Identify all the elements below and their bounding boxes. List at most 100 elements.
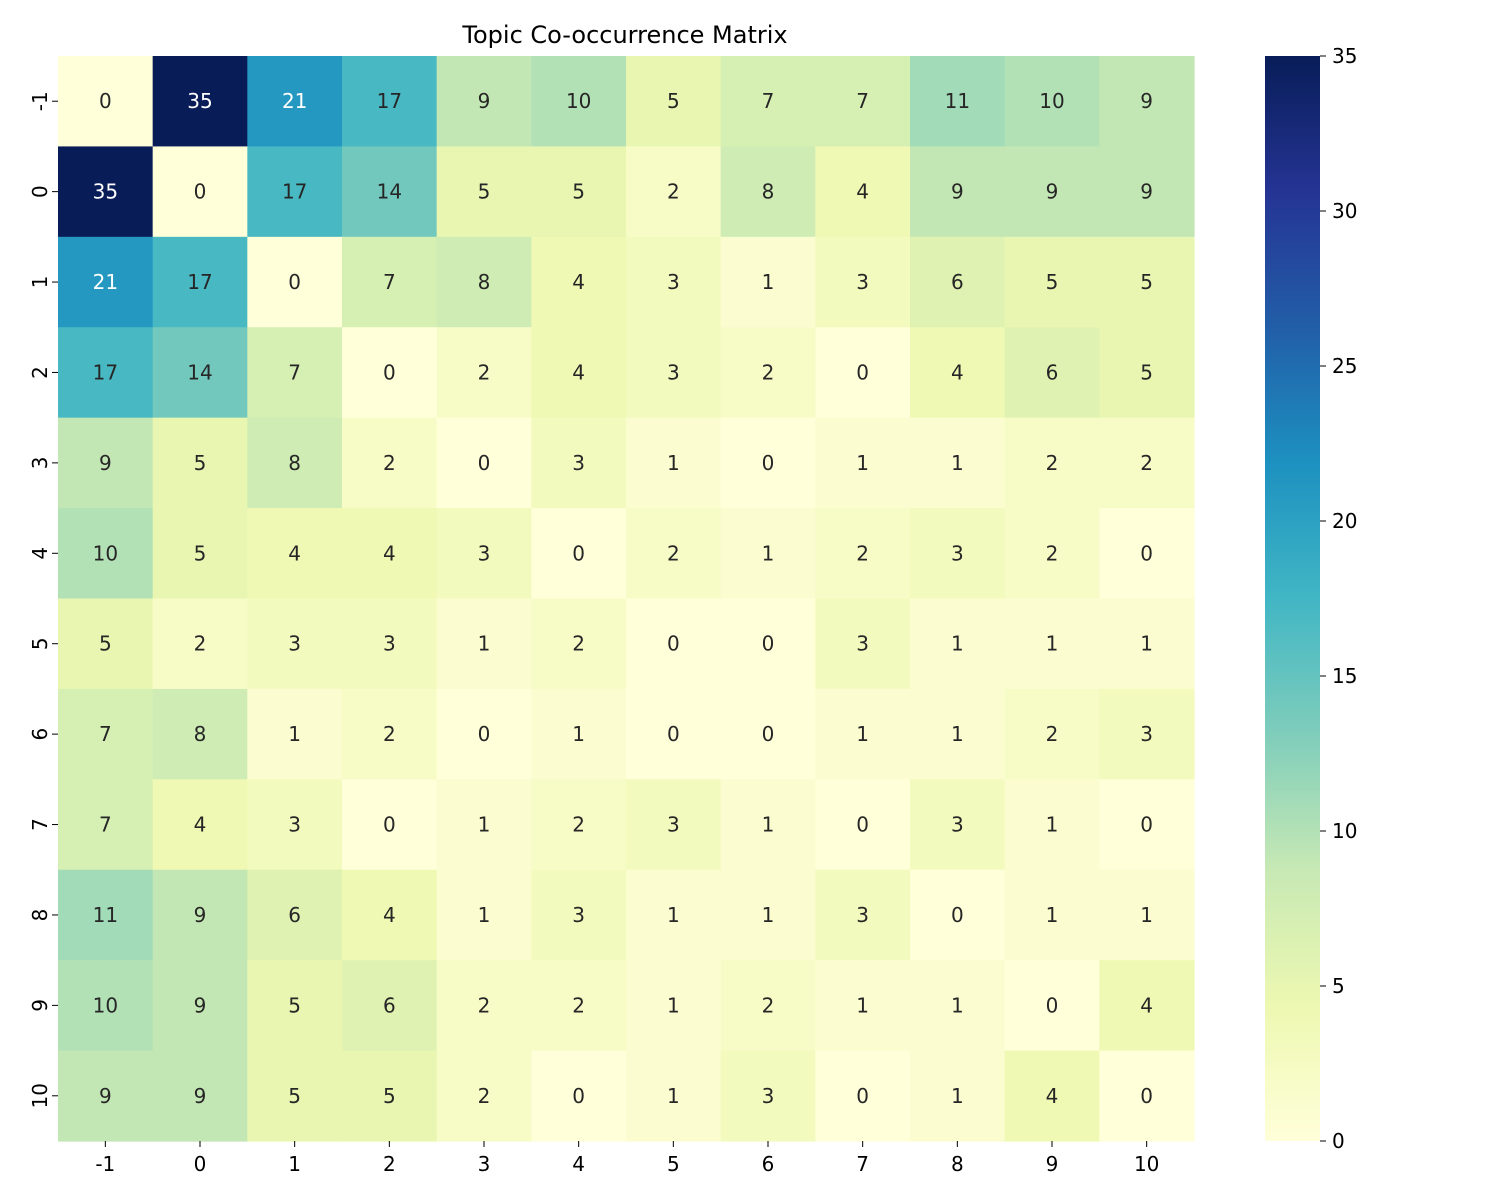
cell-value-label: 0: [99, 89, 112, 113]
heatmap-cell: [1099, 327, 1195, 419]
colorbar-tick-label: 10: [1332, 819, 1357, 843]
heatmap-cell: [58, 417, 154, 509]
heatmap-cell: [626, 236, 722, 328]
cell-value-label: 5: [1046, 270, 1059, 294]
cell-value-label: 10: [93, 541, 118, 565]
heatmap-cell: [531, 688, 627, 780]
cell-value-label: 3: [288, 813, 301, 837]
heatmap-cell: [720, 327, 816, 419]
cell-value-label: 1: [1046, 903, 1059, 927]
cell-value-label: 17: [377, 89, 402, 113]
cell-value-label: 9: [951, 180, 964, 204]
heatmap-cell: [531, 508, 627, 600]
cell-value-label: 4: [383, 541, 396, 565]
heatmap-cell: [531, 779, 627, 871]
cell-value-label: 2: [478, 1084, 491, 1108]
cell-value-label: 11: [93, 903, 118, 927]
colorbar-tick-label: 35: [1332, 44, 1357, 68]
cell-value-label: 5: [288, 993, 301, 1017]
heatmap-cell: [531, 146, 627, 238]
heatmap-cell: [342, 598, 438, 690]
colorbar-tick-label: 0: [1332, 1129, 1345, 1153]
heatmap-cell: [910, 56, 1006, 148]
heatmap-cell: [720, 1050, 816, 1142]
cell-value-label: 8: [478, 270, 491, 294]
heatmap-cell: [531, 417, 627, 509]
cell-value-label: 17: [282, 180, 307, 204]
heatmap-cell: [531, 56, 627, 148]
cell-value-label: 0: [1140, 813, 1153, 837]
cell-value-label: 2: [478, 993, 491, 1017]
cell-value-label: 10: [1039, 89, 1064, 113]
heatmap-cell: [720, 960, 816, 1052]
cell-value-label: 1: [856, 993, 869, 1017]
cell-value-label: 21: [282, 89, 307, 113]
heatmap-cell: [1099, 688, 1195, 780]
cell-value-label: 3: [1140, 722, 1153, 746]
cell-value-label: 5: [478, 180, 491, 204]
heatmap-cells: 0 35 21 17 9 10 5 7 7 11 10 935 0 17 14 5 5 2 8 4 9 9 921 17 0 7 8…: [58, 56, 1195, 1142]
cell-value-label: 7: [288, 360, 301, 384]
colorbar-tick-label: 25: [1332, 354, 1357, 378]
heatmap-cell: [1099, 236, 1195, 328]
y-tick-label: 5: [28, 637, 52, 650]
cell-value-label: 2: [572, 813, 585, 837]
cell-value-label: 4: [1046, 1084, 1059, 1108]
y-tick-label: 10: [28, 1083, 52, 1108]
cell-value-label: 10: [93, 993, 118, 1017]
heatmap-cell: [910, 960, 1006, 1052]
heatmap-cell: [58, 508, 154, 600]
heatmap-cell: [247, 688, 343, 780]
heatmap-cell: [815, 508, 911, 600]
cell-value-label: 1: [478, 632, 491, 656]
cell-value-label: 4: [572, 360, 585, 384]
heatmap-cell: [58, 236, 154, 328]
cell-value-label: 1: [951, 993, 964, 1017]
heatmap-cell: [626, 688, 722, 780]
heatmap-cell: [910, 327, 1006, 419]
x-tick-label: 2: [383, 1152, 396, 1176]
heatmap-cell: [58, 146, 154, 238]
heatmap-cell: [58, 688, 154, 780]
y-tick-label: 3: [28, 457, 52, 470]
cell-value-label: 17: [187, 270, 212, 294]
heatmap-cell: [1099, 869, 1195, 961]
heatmap-cell: [342, 327, 438, 419]
x-tick-label: 3: [478, 1152, 491, 1176]
cell-value-label: 6: [951, 270, 964, 294]
heatmap-cell: [720, 56, 816, 148]
cell-value-label: 1: [951, 451, 964, 475]
cell-value-label: 0: [383, 813, 396, 837]
heatmap-cell: [58, 1050, 154, 1142]
heatmap-cell: [247, 236, 343, 328]
heatmap-cell: [1004, 508, 1100, 600]
heatmap-cell: [1004, 327, 1100, 419]
heatmap-cell: [1004, 56, 1100, 148]
cell-value-label: 4: [288, 541, 301, 565]
cell-value-label: 4: [194, 813, 207, 837]
cell-value-label: 7: [99, 813, 112, 837]
cell-value-label: 5: [667, 89, 680, 113]
heatmap-cell: [910, 598, 1006, 690]
cell-value-label: 0: [856, 1084, 869, 1108]
cell-value-label: 2: [478, 360, 491, 384]
cell-value-label: 2: [1046, 451, 1059, 475]
cell-value-label: 5: [288, 1084, 301, 1108]
heatmap-cell: [342, 146, 438, 238]
heatmap-cell: [436, 56, 532, 148]
heatmap-cell: [531, 327, 627, 419]
cell-value-label: 4: [1140, 993, 1153, 1017]
heatmap-cell: [152, 146, 248, 238]
heatmap-cell: [342, 779, 438, 871]
heatmap-cell: [58, 960, 154, 1052]
cell-value-label: 3: [856, 903, 869, 927]
cell-value-label: 1: [856, 722, 869, 746]
x-tick-label: 4: [572, 1152, 585, 1176]
heatmap-cell: [436, 327, 532, 419]
heatmap-cell: [1099, 598, 1195, 690]
cell-value-label: 1: [478, 903, 491, 927]
x-tick-label: 9: [1046, 1152, 1059, 1176]
heatmap-cell: [342, 869, 438, 961]
cell-value-label: 0: [383, 360, 396, 384]
